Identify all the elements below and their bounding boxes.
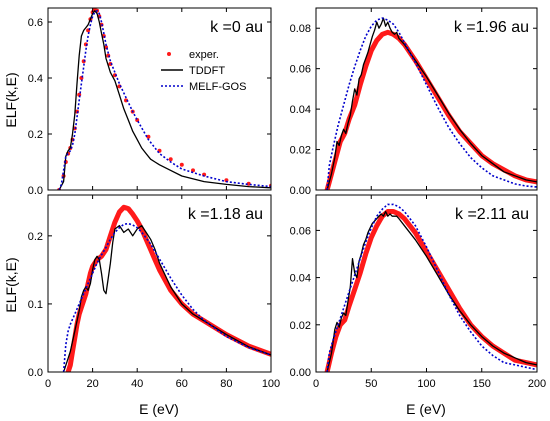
melf-series-line xyxy=(62,222,271,372)
y-tick-label: 0.0 xyxy=(28,367,43,379)
y-axis-label-bottom: ELF(k,E) xyxy=(3,257,19,312)
x-tick-label: 20 xyxy=(86,378,98,390)
y-tick-label: 0.4 xyxy=(28,73,43,85)
tddft-series-line xyxy=(326,17,537,190)
y-tick-label: 0.00 xyxy=(290,185,311,197)
y-tick-label: 0.2 xyxy=(28,231,43,243)
y-tick-label: 0.04 xyxy=(290,273,311,285)
x-tick-label: 100 xyxy=(417,378,435,390)
x-tick-label: 150 xyxy=(473,378,491,390)
plot-frame xyxy=(47,7,272,191)
panel-k-label: k =1.18 au xyxy=(188,206,263,223)
melf-series-line xyxy=(326,17,537,190)
melf-series-line xyxy=(326,203,537,372)
y-tick-label: 0.02 xyxy=(290,320,311,332)
plot-area xyxy=(57,8,271,190)
legend-entry-3: MELF-GOS xyxy=(189,81,246,93)
legend: exper. TDDFT MELF-GOS xyxy=(161,49,246,93)
panel-k-label: k =1.96 au xyxy=(454,19,529,36)
exper-point xyxy=(179,162,184,167)
tddft-series-line xyxy=(326,210,537,372)
x-tick-label: 50 xyxy=(365,378,377,390)
x-tick-label: 40 xyxy=(131,378,143,390)
y-tick-label: 0.00 xyxy=(290,367,311,379)
melf-series-line xyxy=(58,9,271,190)
y-tick-label: 0.06 xyxy=(290,64,311,76)
y-tick-label: 0.6 xyxy=(28,17,43,29)
x-tick-label: 200 xyxy=(528,378,546,390)
tddft-series-line xyxy=(62,224,271,372)
plot-area xyxy=(62,204,271,372)
plot-frame xyxy=(47,194,272,373)
exper-series-line xyxy=(65,204,271,372)
chart-panels: 0.00.20.40.6 k =0 auexper.TDDFTMELF-GOS0.… xyxy=(28,7,546,390)
y-tick-label: 0.04 xyxy=(290,104,311,116)
panel-k-label: k =0 au xyxy=(210,19,263,36)
x-tick-label: 80 xyxy=(220,378,232,390)
y-tick-label: 0.08 xyxy=(290,23,311,35)
y-tick-label: 0.1 xyxy=(28,299,43,311)
exper-series-line xyxy=(324,209,537,372)
legend-entry-1: exper. xyxy=(189,49,219,61)
y-tick-label: 0.06 xyxy=(290,225,311,237)
x-tick-label: 0 xyxy=(313,378,319,390)
x-axis-label-left: E (eV) xyxy=(139,401,179,417)
x-tick-label: 100 xyxy=(262,378,280,390)
panel-2: 0.00 0.02 0.04 0.06 0.08 k =1.96 au xyxy=(290,7,538,197)
legend-exper-marker xyxy=(167,52,171,56)
plot-area xyxy=(324,203,537,372)
exper-point xyxy=(168,157,173,162)
y-tick-label: 0.02 xyxy=(290,145,311,157)
plot-area xyxy=(324,17,537,190)
exper-series-line xyxy=(324,29,537,190)
exper-point xyxy=(146,134,151,139)
panel-1: 0.0 0.2 0.4 0.6 k =0 au exper. TDDFT MELF-GOS xyxy=(28,7,272,197)
panel-4: 0 50 100 150 200 0.00 0.02 0.04 0.06 k =2.11 au xyxy=(290,194,546,390)
panel-k-label: k =2.11 au xyxy=(455,206,529,223)
x-axis-label-right: E (eV) xyxy=(406,401,446,417)
x-tick-label: 60 xyxy=(176,378,188,390)
y-axis-label-top: ELF(k,E) xyxy=(3,72,19,127)
legend-entry-2: TDDFT xyxy=(189,65,225,77)
y-tick-label: 0.0 xyxy=(28,185,43,197)
y-tick-label: 0.2 xyxy=(28,129,43,141)
x-tick-label: 0 xyxy=(45,378,51,390)
panel-3: 0 20 40 60 80 100 0.0 0.1 0.2 k =1.18 au xyxy=(28,194,280,390)
tddft-series-line xyxy=(58,10,271,190)
